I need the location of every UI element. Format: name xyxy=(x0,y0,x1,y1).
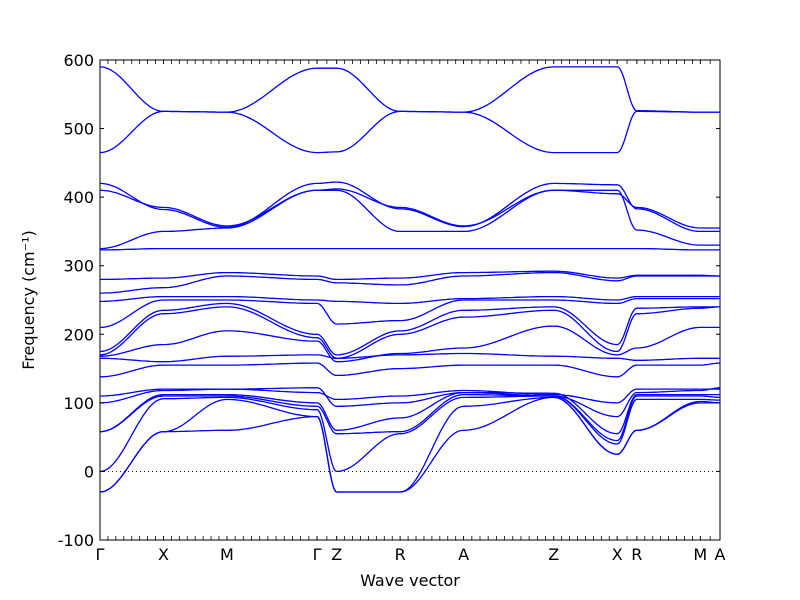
band-line-13 xyxy=(99,297,720,329)
band-line-11 xyxy=(99,306,720,359)
band-line-21 xyxy=(99,110,720,154)
x-tick-label: Z xyxy=(331,545,342,564)
band-line-12 xyxy=(99,302,720,356)
y-tick-label: -100 xyxy=(58,531,94,550)
x-tick-label: X xyxy=(158,545,169,564)
y-tick-label: 600 xyxy=(63,51,94,70)
y-tick-label: 500 xyxy=(63,120,94,139)
y-tick-label: 400 xyxy=(63,188,94,207)
x-tick-label: A xyxy=(715,545,726,564)
phonon-bands xyxy=(99,66,720,493)
band-line-20 xyxy=(99,181,720,233)
band-line-3 xyxy=(99,395,720,473)
y-axis-ticks: -100 0 100 200 300 400 500 600 xyxy=(58,51,720,550)
band-line-9 xyxy=(100,352,720,363)
band-line-8 xyxy=(100,362,720,378)
x-tick-label: M xyxy=(693,545,707,564)
x-axis-label: Wave vector xyxy=(360,571,460,590)
x-tick-label: R xyxy=(395,545,406,564)
y-axis-label: Frequency (cm⁻¹) xyxy=(19,230,38,369)
x-tick-label: Γ xyxy=(96,545,105,564)
band-line-7 xyxy=(100,388,720,404)
band-line-4 xyxy=(99,393,720,442)
y-tick-label: 300 xyxy=(63,257,94,276)
x-tick-label: Z xyxy=(548,545,559,564)
band-line-22 xyxy=(99,66,720,113)
x-tick-label: Γ xyxy=(313,545,322,564)
y-tick-label: 100 xyxy=(63,394,94,413)
band-line-1 xyxy=(99,396,720,493)
band-line-16 xyxy=(100,270,720,281)
band-line-15 xyxy=(100,271,720,294)
band-line-18 xyxy=(99,189,720,250)
band-line-10 xyxy=(100,325,720,363)
x-tick-label: X xyxy=(612,545,623,564)
band-line-14 xyxy=(100,295,720,305)
x-tick-label: R xyxy=(631,545,642,564)
band-line-2 xyxy=(99,396,720,493)
x-tick-label: A xyxy=(458,545,469,564)
band-line-17 xyxy=(100,247,720,251)
x-tick-label: M xyxy=(220,545,234,564)
plot-frame xyxy=(99,59,721,541)
band-line-19 xyxy=(99,188,720,229)
y-tick-label: 200 xyxy=(63,325,94,344)
y-tick-label: 0 xyxy=(84,462,94,481)
band-line-5 xyxy=(99,391,720,435)
